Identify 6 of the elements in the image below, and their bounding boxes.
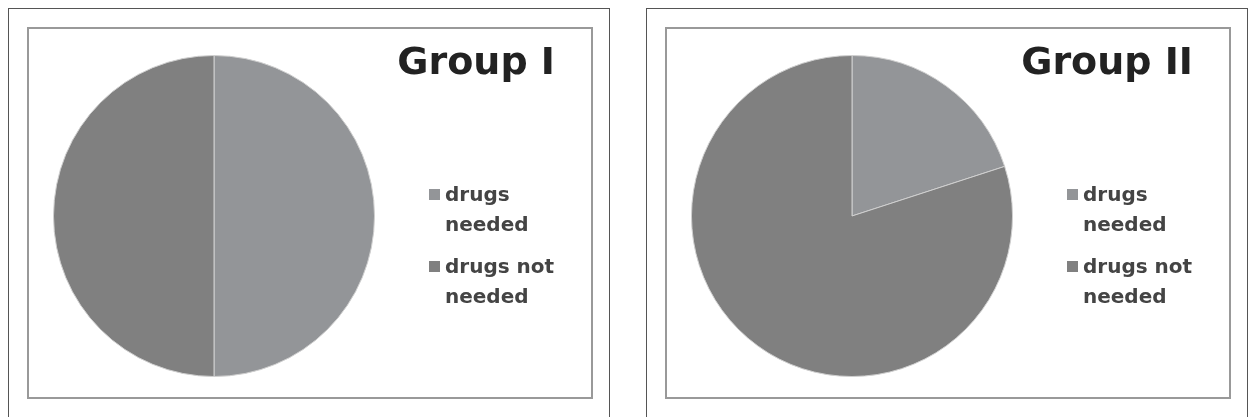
legend-label: drugs not needed [445, 253, 556, 310]
legend-label: drugs needed [445, 181, 530, 238]
chart-title: Group II [1021, 39, 1193, 83]
chart-title: Group I [397, 39, 555, 83]
legend-label: drugs not needed [1083, 253, 1194, 310]
legend-label: drugs needed [1083, 181, 1168, 238]
